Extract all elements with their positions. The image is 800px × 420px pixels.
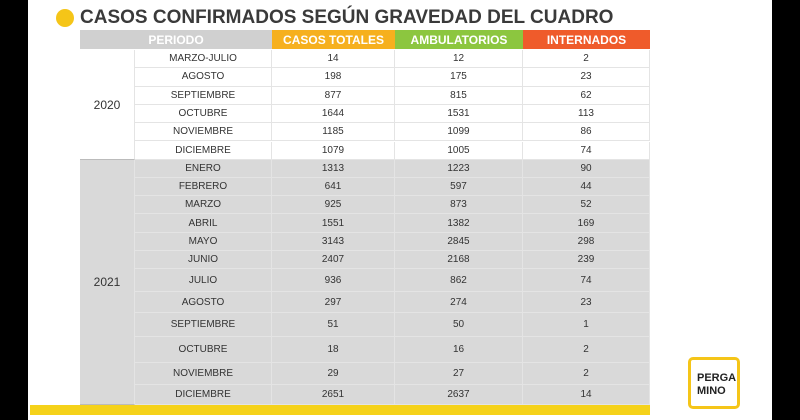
period-cell: FEBRERO — [135, 178, 272, 196]
value-cell: 18 — [272, 337, 395, 363]
value-cell: 298 — [523, 233, 650, 251]
value-cell: 1223 — [395, 160, 523, 178]
logo: PERGA MINO — [688, 357, 740, 409]
period-cell: OCTUBRE — [135, 337, 272, 363]
period-cell: AGOSTO — [135, 68, 272, 87]
value-cell: 2 — [523, 50, 650, 69]
value-cell: 74 — [523, 141, 650, 160]
value-cell: 51 — [272, 313, 395, 337]
year-cell: 2020 — [80, 50, 135, 160]
value-cell: 169 — [523, 214, 650, 233]
value-cell: 2651 — [272, 385, 395, 405]
period-cell: SEPTIEMBRE — [135, 86, 272, 105]
column-header: PERIODO — [80, 30, 272, 49]
value-cell: 1644 — [272, 104, 395, 124]
value-cell: 862 — [395, 269, 523, 292]
footer-bar — [30, 405, 650, 415]
value-cell: 815 — [395, 86, 523, 105]
period-cell: DICIEMBRE — [135, 385, 272, 405]
value-cell: 2845 — [395, 233, 523, 251]
period-cell: ABRIL — [135, 214, 272, 233]
value-cell: 597 — [395, 178, 523, 196]
value-cell: 1531 — [395, 104, 523, 124]
value-cell: 1313 — [272, 160, 395, 178]
value-cell: 925 — [272, 196, 395, 214]
value-cell: 297 — [272, 292, 395, 313]
value-cell: 50 — [395, 313, 523, 337]
value-cell: 936 — [272, 269, 395, 292]
value-cell: 2407 — [272, 251, 395, 269]
value-cell: 1551 — [272, 214, 395, 233]
period-cell: MAYO — [135, 233, 272, 251]
year-cell: 2021 — [80, 160, 135, 405]
value-cell: 86 — [523, 123, 650, 142]
left-border — [0, 0, 28, 420]
value-cell: 52 — [523, 196, 650, 214]
value-cell: 29 — [272, 363, 395, 385]
value-cell: 2 — [523, 337, 650, 363]
value-cell: 1079 — [272, 141, 395, 160]
value-cell: 1099 — [395, 123, 523, 142]
column-header: INTERNADOS — [523, 30, 650, 49]
value-cell: 1 — [523, 313, 650, 337]
value-cell: 27 — [395, 363, 523, 385]
period-cell: DICIEMBRE — [135, 141, 272, 160]
value-cell: 2637 — [395, 385, 523, 405]
value-cell: 23 — [523, 68, 650, 87]
period-cell: MARZO — [135, 196, 272, 214]
value-cell: 873 — [395, 196, 523, 214]
value-cell: 16 — [395, 337, 523, 363]
logo-text: PERGA — [697, 372, 737, 384]
title-dot — [56, 9, 74, 27]
period-cell: ENERO — [135, 160, 272, 178]
period-cell: MARZO-JULIO — [135, 50, 272, 69]
value-cell: 2168 — [395, 251, 523, 269]
value-cell: 239 — [523, 251, 650, 269]
value-cell: 274 — [395, 292, 523, 313]
title: CASOS CONFIRMADOS SEGÚN GRAVEDAD DEL CUA… — [80, 7, 614, 28]
value-cell: 23 — [523, 292, 650, 313]
value-cell: 1005 — [395, 141, 523, 160]
value-cell: 175 — [395, 68, 523, 87]
value-cell: 74 — [523, 269, 650, 292]
value-cell: 90 — [523, 160, 650, 178]
period-cell: JULIO — [135, 269, 272, 292]
value-cell: 1382 — [395, 214, 523, 233]
value-cell: 3143 — [272, 233, 395, 251]
column-header: AMBULATORIOS — [395, 30, 523, 49]
value-cell: 877 — [272, 86, 395, 105]
value-cell: 641 — [272, 178, 395, 196]
period-cell: NOVIEMBRE — [135, 363, 272, 385]
value-cell: 14 — [272, 50, 395, 69]
period-cell: AGOSTO — [135, 292, 272, 313]
period-cell: SEPTIEMBRE — [135, 313, 272, 337]
value-cell: 2 — [523, 363, 650, 385]
value-cell: 113 — [523, 104, 650, 124]
right-border — [772, 0, 800, 420]
value-cell: 1185 — [272, 123, 395, 142]
period-cell: OCTUBRE — [135, 104, 272, 124]
value-cell: 12 — [395, 50, 523, 69]
column-header: CASOS TOTALES — [272, 30, 395, 49]
logo-text: MINO — [697, 385, 726, 397]
value-cell: 198 — [272, 68, 395, 87]
period-cell: JUNIO — [135, 251, 272, 269]
value-cell: 62 — [523, 86, 650, 105]
value-cell: 44 — [523, 178, 650, 196]
period-cell: NOVIEMBRE — [135, 123, 272, 142]
value-cell: 14 — [523, 385, 650, 405]
